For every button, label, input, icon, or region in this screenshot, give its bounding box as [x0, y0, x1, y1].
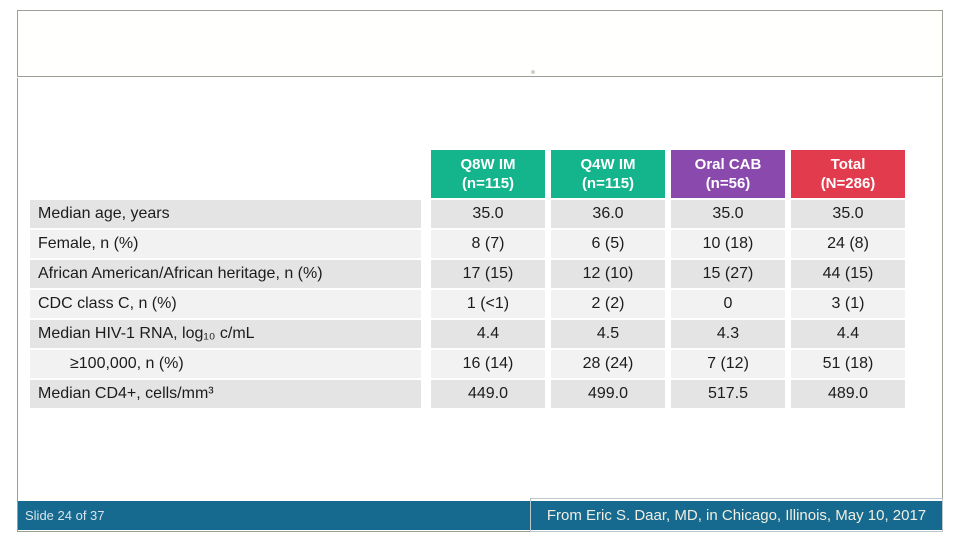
row-label: Female, n (%) — [30, 230, 421, 258]
table-cell: 35.0 — [431, 200, 545, 228]
table-cell: 17 (15) — [431, 260, 545, 288]
table-row: CDC class C, n (%) 1 (<1) 2 (2) 0 3 (1) — [30, 290, 905, 318]
table-cell: 4.5 — [551, 320, 665, 348]
table-cell: 4.3 — [671, 320, 785, 348]
table-cell: 12 (10) — [551, 260, 665, 288]
table-cell: 0 — [671, 290, 785, 318]
table-cell: 35.0 — [791, 200, 905, 228]
table-cell: 28 (24) — [551, 350, 665, 378]
table-cell: 517.5 — [671, 380, 785, 408]
column-header: Total (N=286) — [791, 150, 905, 198]
table-cell: 449.0 — [431, 380, 545, 408]
slide-counter: Slide 24 of 37 — [25, 508, 105, 523]
table-header-row: Q8W IM (n=115) Q4W IM (n=115) Oral CAB (n=56)… — [431, 150, 905, 198]
table-cell: 15 (27) — [671, 260, 785, 288]
table-cell: 36.0 — [551, 200, 665, 228]
table-cell: 2 (2) — [551, 290, 665, 318]
attribution-text: From Eric S. Daar, MD, in Chicago, Illin… — [546, 506, 927, 524]
baseline-characteristics-table: Q8W IM (n=115) Q4W IM (n=115) Oral CAB (n=56)… — [30, 150, 905, 410]
table-cell: 489.0 — [791, 380, 905, 408]
table-cell: 51 (18) — [791, 350, 905, 378]
attribution-box: From Eric S. Daar, MD, in Chicago, Illin… — [530, 498, 943, 532]
column-header: Q4W IM (n=115) — [551, 150, 665, 198]
row-label: Median age, years — [30, 200, 421, 228]
table-cell: 1 (<1) — [431, 290, 545, 318]
column-header: Oral CAB (n=56) — [671, 150, 785, 198]
table-cell: 4.4 — [791, 320, 905, 348]
table-cell: 6 (5) — [551, 230, 665, 258]
table-row: Female, n (%) 8 (7) 6 (5) 10 (18) 24 (8) — [30, 230, 905, 258]
row-label: Median HIV-1 RNA, log₁₀ c/mL — [30, 320, 421, 348]
table-row: Median age, years 35.0 36.0 35.0 35.0 — [30, 200, 905, 228]
row-label: ≥100,000, n (%) — [30, 350, 421, 378]
table-cell: 7 (12) — [671, 350, 785, 378]
table-row: Median HIV-1 RNA, log₁₀ c/mL 4.4 4.5 4.3 4.4 — [30, 320, 905, 348]
stray-mark — [531, 70, 535, 74]
slide-title-placeholder — [17, 10, 943, 77]
table-row: African American/African heritage, n (%)… — [30, 260, 905, 288]
column-header: Q8W IM (n=115) — [431, 150, 545, 198]
footer-bar: Slide 24 of 37 — [18, 501, 943, 530]
table-row: Median CD4+, cells/mm³ 449.0 499.0 517.5 489… — [30, 380, 905, 408]
table-cell: 8 (7) — [431, 230, 545, 258]
table-cell: 16 (14) — [431, 350, 545, 378]
table-cell: 44 (15) — [791, 260, 905, 288]
table-cell: 10 (18) — [671, 230, 785, 258]
table-cell: 24 (8) — [791, 230, 905, 258]
row-label: CDC class C, n (%) — [30, 290, 421, 318]
table-cell: 3 (1) — [791, 290, 905, 318]
table-cell: 4.4 — [431, 320, 545, 348]
table-cell: 499.0 — [551, 380, 665, 408]
table-cell: 35.0 — [671, 200, 785, 228]
table-row: ≥100,000, n (%) 16 (14) 28 (24) 7 (12) 51 (1… — [30, 350, 905, 378]
table-body: Median age, years 35.0 36.0 35.0 35.0 Female,… — [30, 200, 905, 408]
row-label: Median CD4+, cells/mm³ — [30, 380, 421, 408]
row-label: African American/African heritage, n (%) — [30, 260, 421, 288]
